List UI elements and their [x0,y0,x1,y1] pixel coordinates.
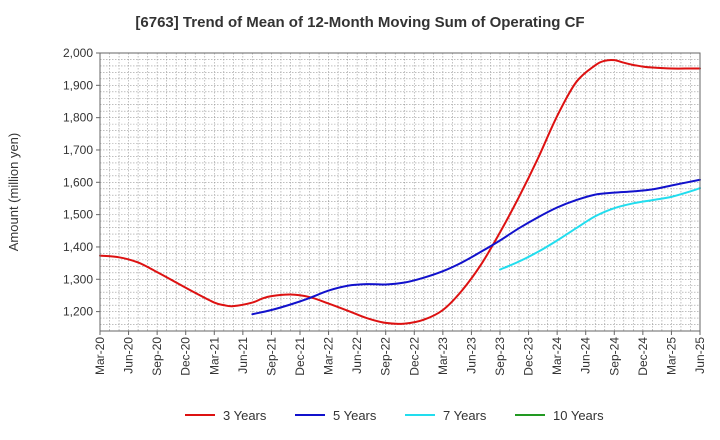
x-tick-label: Sep-24 [607,337,621,376]
y-tick-label: 1,300 [63,272,93,286]
series-line-7-years [499,187,701,271]
x-tick-label: Jun-23 [464,337,478,374]
y-tick-label: 1,600 [63,175,93,189]
x-tick-label: Mar-23 [436,337,450,375]
plot-frame [99,52,701,332]
plot-area [100,53,700,331]
x-ticks: Mar-20 Jun-20 Sep-20 Dec-20 Mar-21 Jun-21 Sep-… [93,331,707,376]
legend: 3 Years 5 Years 7 Years 10 Years [185,408,604,423]
x-tick-label: Mar-24 [550,337,564,375]
series-lines [99,58,701,325]
legend-label-7-years: 7 Years [443,408,487,423]
x-tick-label: Jun-25 [693,337,707,374]
series-line-3-years [99,58,701,325]
y-axis-label: Amount (million yen) [6,133,21,252]
x-tick-label: Mar-22 [322,337,336,375]
x-tick-label: Sep-22 [379,337,393,376]
y-ticks: 1,200 1,300 1,400 1,500 1,600 1,700 1,800 1,900… [63,46,100,319]
chart-title: [6763] Trend of Mean of 12-Month Moving … [135,14,584,31]
y-tick-label: 1,400 [63,240,93,254]
y-tick-label: 1,700 [63,143,93,157]
x-tick-label: Dec-24 [636,337,650,376]
x-tick-label: Dec-23 [522,337,536,376]
x-tick-label: Mar-20 [93,337,107,375]
x-tick-label: Jun-20 [122,337,136,374]
x-tick-label: Sep-20 [150,337,164,376]
x-tick-label: Dec-22 [407,337,421,376]
legend-label-10-years: 10 Years [553,408,604,423]
x-tick-label: Dec-21 [293,337,307,376]
x-tick-label: Jun-24 [579,337,593,374]
x-tick-label: Jun-22 [350,337,364,374]
x-tick-label: Jun-21 [236,337,250,374]
legend-label-5-years: 5 Years [333,408,377,423]
x-tick-label: Mar-25 [664,337,678,375]
x-tick-label: Sep-21 [264,337,278,376]
series-line-5-years [251,178,701,316]
x-tick-label: Sep-23 [493,337,507,376]
x-tick-label: Dec-20 [179,337,193,376]
x-tick-label: Mar-21 [207,337,221,375]
y-tick-label: 1,500 [63,208,93,222]
y-tick-label: 1,200 [63,305,93,319]
grid [100,53,700,331]
y-tick-label: 1,900 [63,78,93,92]
y-tick-label: 2,000 [63,46,93,60]
legend-label-3-years: 3 Years [223,408,267,423]
y-tick-label: 1,800 [63,111,93,125]
